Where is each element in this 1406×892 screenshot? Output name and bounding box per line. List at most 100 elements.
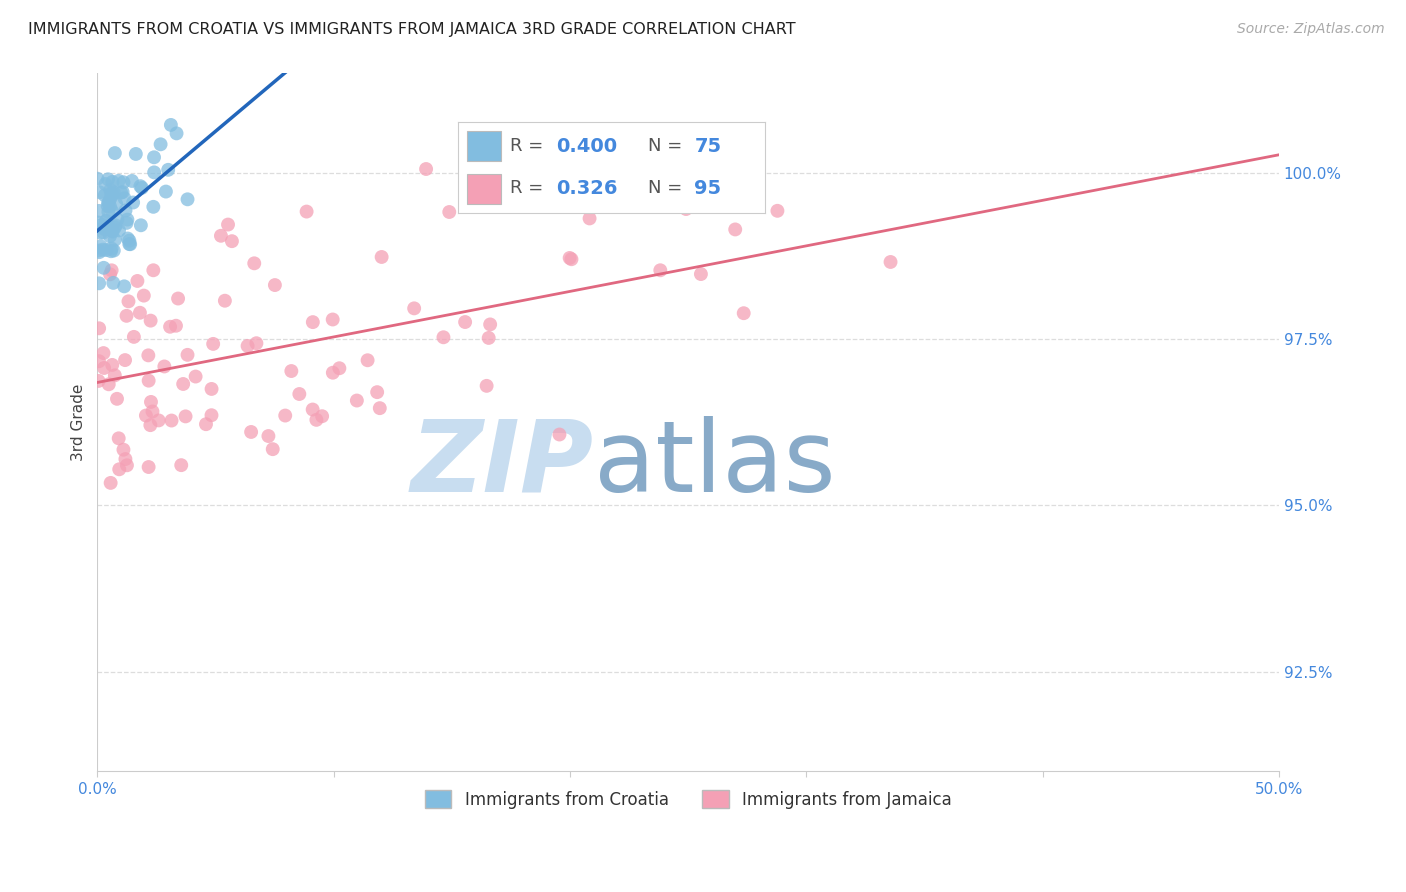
Point [101, 225, 124, 239]
Text: ZIP: ZIP [411, 416, 593, 513]
Point [103, 276, 125, 290]
Point [87, 244, 110, 258]
Point [139, 395, 162, 409]
Point [93, 361, 115, 376]
Point [97, 172, 120, 186]
Point [139, 418, 162, 433]
Text: Source: ZipAtlas.com: Source: ZipAtlas.com [1237, 22, 1385, 37]
Point [97, 196, 120, 211]
Point [104, 146, 127, 161]
Point [138, 460, 160, 475]
Point [112, 279, 135, 293]
Point [98, 229, 121, 244]
Point [86, 171, 108, 186]
Point [91, 243, 114, 257]
Point [87, 374, 110, 388]
Point [122, 195, 145, 210]
Point [157, 162, 180, 177]
Point [143, 150, 166, 164]
Point [129, 179, 152, 194]
Point [301, 402, 323, 417]
Point [101, 223, 124, 237]
Point [114, 353, 136, 368]
Point [114, 452, 136, 467]
Point [170, 458, 193, 472]
Point [479, 318, 502, 332]
Point [478, 331, 501, 345]
Point [217, 218, 239, 232]
Point [578, 211, 600, 226]
Point [159, 319, 181, 334]
Point [141, 404, 163, 418]
Point [87, 277, 110, 291]
Point [101, 358, 124, 372]
Point [148, 413, 170, 427]
Point [160, 118, 183, 132]
Point [454, 315, 477, 329]
Point [766, 203, 789, 218]
Point [107, 174, 129, 188]
Point [101, 187, 124, 202]
Point [368, 401, 391, 416]
Point [475, 379, 498, 393]
Point [108, 462, 131, 476]
Point [288, 387, 311, 401]
Point [115, 216, 138, 230]
Point [94, 222, 117, 236]
Point [100, 242, 122, 256]
Point [243, 256, 266, 270]
Point [195, 417, 218, 432]
Point [176, 192, 198, 206]
Point [138, 374, 160, 388]
Point [104, 219, 127, 233]
Point [142, 200, 165, 214]
Point [174, 409, 197, 424]
Point [87, 215, 110, 229]
Point [548, 427, 571, 442]
Point [93, 188, 115, 202]
Point [132, 288, 155, 302]
Point [322, 312, 344, 326]
Point [129, 219, 152, 233]
Point [97, 195, 120, 210]
Point [105, 392, 128, 406]
Point [89, 186, 111, 200]
Point [127, 274, 149, 288]
Point [155, 185, 177, 199]
Point [558, 251, 581, 265]
Point [115, 458, 138, 473]
Point [135, 409, 157, 423]
Point [138, 348, 160, 362]
Point [100, 263, 122, 277]
Point [87, 203, 110, 218]
Point [100, 475, 122, 490]
Point [274, 409, 297, 423]
Point [98, 199, 121, 213]
Point [160, 413, 183, 427]
Point [295, 204, 318, 219]
Point [432, 330, 454, 344]
Point [120, 237, 142, 252]
Point [94, 214, 117, 228]
Point [90, 239, 112, 253]
Point [245, 336, 267, 351]
Point [328, 361, 350, 376]
Point [107, 431, 129, 445]
Legend: Immigrants from Croatia, Immigrants from Jamaica: Immigrants from Croatia, Immigrants from… [418, 783, 959, 815]
Point [439, 205, 461, 219]
Y-axis label: 3rd Grade: 3rd Grade [72, 384, 86, 461]
Point [94, 214, 117, 228]
Point [356, 353, 378, 368]
Point [125, 147, 148, 161]
Point [280, 364, 302, 378]
Point [728, 189, 751, 203]
Point [404, 301, 426, 316]
Point [167, 292, 190, 306]
Point [879, 255, 901, 269]
Point [112, 175, 135, 189]
Point [143, 165, 166, 179]
Point [257, 429, 280, 443]
Point [114, 203, 136, 218]
Point [89, 321, 111, 335]
Point [560, 252, 582, 267]
